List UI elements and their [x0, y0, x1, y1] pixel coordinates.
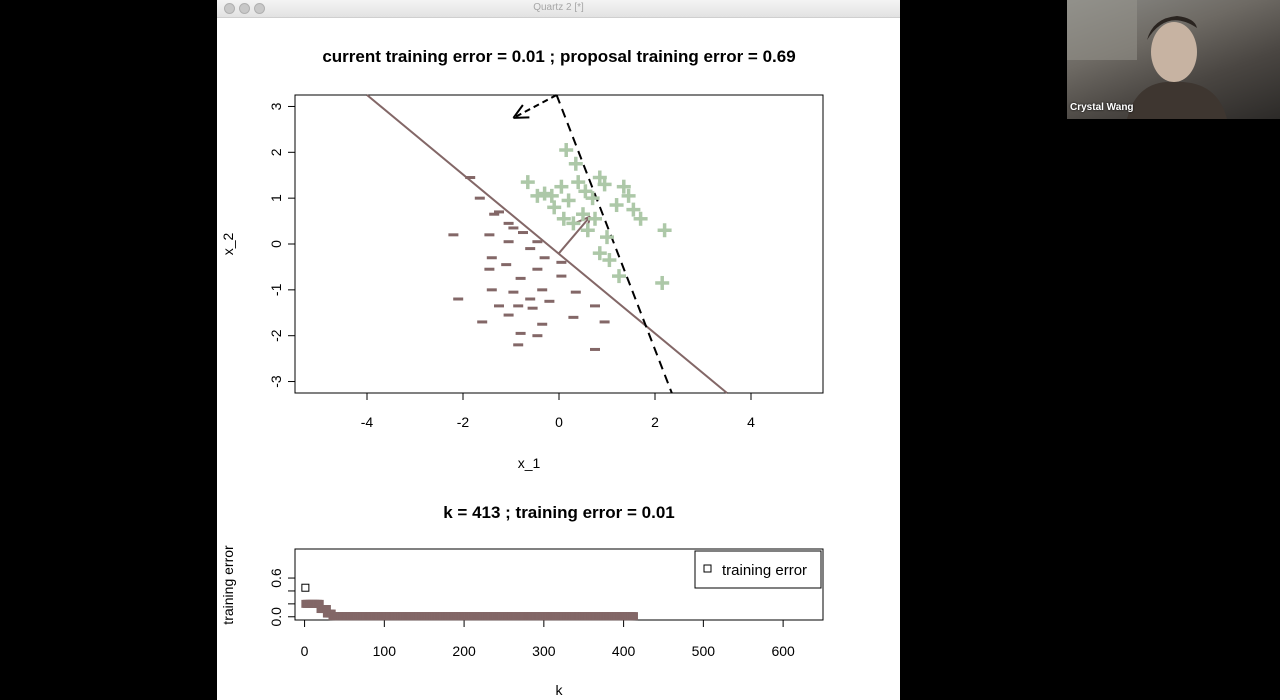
- positive-point: [537, 186, 552, 201]
- x-tick-label: 600: [771, 643, 795, 659]
- legend-label: training error: [722, 562, 807, 579]
- positive-point: [568, 156, 583, 171]
- positive-point: [655, 275, 670, 290]
- positive-point: [621, 188, 636, 203]
- participant-silhouette-icon: [1067, 0, 1227, 119]
- x-tick-label: 400: [612, 643, 636, 659]
- positive-point: [602, 253, 617, 268]
- positive-point: [600, 230, 614, 245]
- y-tick-label: 0.6: [268, 568, 284, 588]
- x-tick-label: 2: [651, 414, 659, 430]
- positive-point: [588, 211, 602, 226]
- positive-point: [609, 198, 624, 213]
- x-tick-label: 500: [692, 643, 716, 659]
- positive-point: [561, 193, 576, 208]
- chart1-plot-frame: [294, 94, 824, 394]
- positive-point: [597, 177, 612, 192]
- positive-point: [559, 143, 574, 158]
- positive-point: [547, 200, 562, 215]
- x-tick-label: 0: [555, 414, 563, 430]
- quartz-window: Quartz 2 [*] current training error = 0.…: [217, 0, 900, 700]
- legend-square-icon: [703, 564, 712, 573]
- error-point: [629, 612, 638, 621]
- positive-point: [592, 246, 607, 261]
- positive-point: [612, 269, 626, 284]
- window-title: Quartz 2 [*]: [533, 2, 584, 13]
- minimize-window-button[interactable]: [239, 3, 250, 14]
- zoom-window-button[interactable]: [254, 3, 265, 14]
- chart2-xlabel: k: [556, 682, 564, 698]
- x-tick-label: 4: [747, 414, 755, 430]
- chart2-x-axis: 0 100 200 300 400 500 600: [301, 620, 795, 659]
- y-tick-label: -2: [268, 329, 284, 342]
- y-tick-label: -3: [268, 375, 284, 388]
- chart1-y-axis: -3 -2 -1 0 1 2 3: [268, 102, 295, 388]
- y-tick-label: 1: [268, 194, 284, 202]
- positive-point: [585, 191, 600, 206]
- proposal-decision-line: [555, 94, 673, 394]
- x-tick-label: 0: [301, 643, 309, 659]
- positive-point: [556, 211, 571, 226]
- x-tick-label: 300: [532, 643, 556, 659]
- positive-point: [554, 179, 569, 194]
- chart2-title: k = 413 ; training error = 0.01: [443, 503, 675, 522]
- x-tick-label: 100: [373, 643, 397, 659]
- y-tick-label: 0: [268, 240, 284, 248]
- window-titlebar: Quartz 2 [*]: [217, 0, 900, 18]
- current-normal-arrow-shaft: [558, 215, 591, 254]
- legend-box: [694, 550, 822, 589]
- current-decision-line: [366, 94, 728, 394]
- chart2-legend: training error: [694, 550, 822, 589]
- positive-point: [580, 223, 595, 238]
- positive-point: [576, 207, 590, 222]
- chart1-xlabel: x_1: [518, 455, 541, 471]
- chart2-y-axis: 0.0 0.6: [268, 568, 295, 627]
- positive-point: [616, 179, 631, 194]
- x-tick-label: 200: [452, 643, 476, 659]
- participant-name: Crystal Wang: [1070, 102, 1134, 113]
- x-tick-label: -2: [457, 414, 470, 430]
- positive-point: [571, 175, 586, 190]
- chart2-ylabel: training error: [220, 545, 236, 625]
- x-tick-label: -4: [361, 414, 374, 430]
- plot-canvas: current training error = 0.01 ; proposal…: [220, 47, 824, 698]
- positive-point: [626, 202, 641, 217]
- chart1-lines: [366, 94, 728, 394]
- positive-point: [544, 188, 559, 203]
- positive-point: [633, 211, 648, 226]
- chart1-ylabel: x_2: [220, 233, 236, 256]
- y-tick-label: 0.0: [268, 607, 284, 627]
- close-window-button[interactable]: [224, 3, 235, 14]
- y-tick-label: 2: [268, 148, 284, 156]
- chart1-points: [448, 143, 672, 351]
- positive-point: [566, 216, 581, 231]
- chart1-x-axis: -4 -2 0 2 4: [361, 393, 755, 430]
- chart2-points: [301, 583, 638, 621]
- positive-point: [520, 175, 535, 190]
- proposal-normal-arrow-head-1: [513, 116, 530, 119]
- positive-point: [657, 223, 672, 238]
- positive-point: [578, 184, 593, 199]
- positive-point: [530, 188, 545, 203]
- chart1-title: current training error = 0.01 ; proposal…: [322, 47, 795, 66]
- y-tick-label: -1: [268, 283, 284, 296]
- proposal-normal-arrow: [512, 94, 558, 119]
- y-tick-label: 3: [268, 102, 284, 110]
- participant-video-tile[interactable]: Crystal Wang: [1067, 0, 1280, 119]
- proposal-normal-arrow-shaft: [512, 94, 558, 119]
- error-point-outline: [301, 583, 310, 592]
- proposal-normal-arrow-head-0: [512, 104, 524, 119]
